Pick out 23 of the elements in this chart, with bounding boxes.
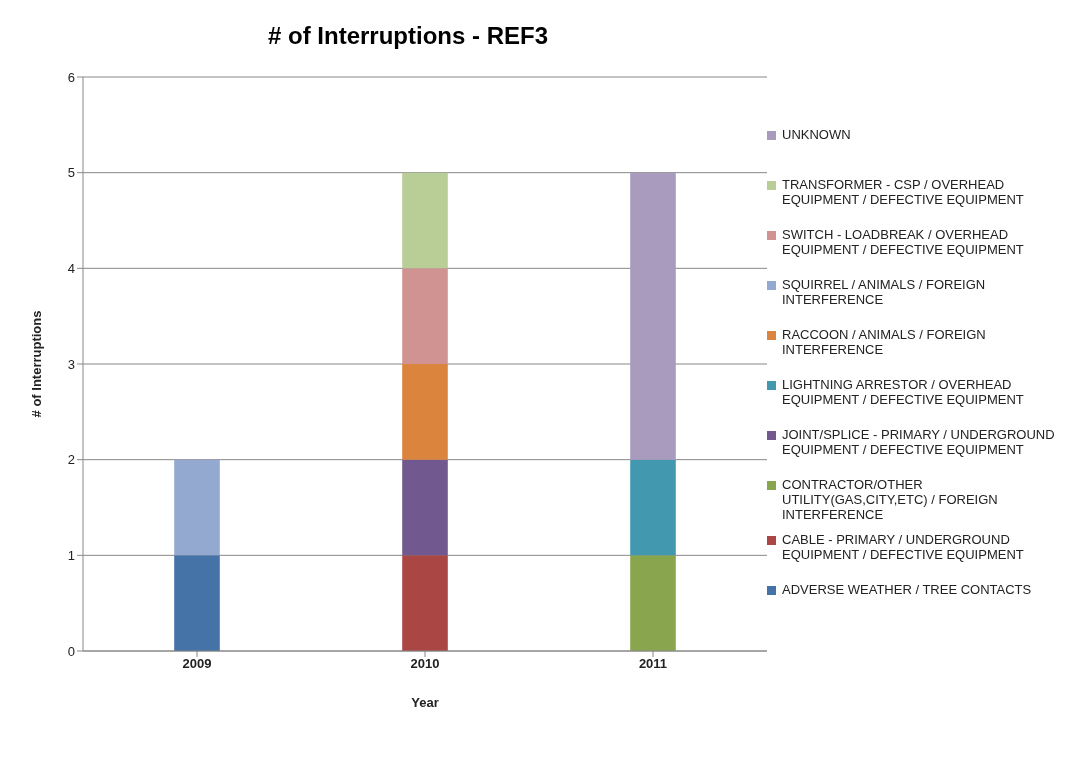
legend-label: RACCOON / ANIMALS / FOREIGN INTERFERENCE [782,327,987,357]
legend-label: JOINT/SPLICE - PRIMARY / UNDERGROUND EQUIPMENT / DEFECTIVE EQUIPMENT [782,427,1056,457]
legend-label: TRANSFORMER - CSP / OVERHEAD EQUIPMENT / DEFECTIVE EQUIPMENT [782,177,1025,207]
y-tick-label: 2 [67,452,75,468]
x-axis-title: Year [411,695,439,710]
chart-title: # of Interruptions - REF3 [267,22,549,50]
legend-label: LIGHTNING ARRESTOR / OVERHEAD EQUIPMENT / DEFECTIVE EQUIPMENT [782,377,1025,407]
y-tick-label: 5 [67,165,75,181]
x-tick-label: 2010 [410,656,440,672]
legend-label: ADVERSE WEATHER / TREE CONTACTS [782,582,1032,597]
y-tick-label: 4 [67,260,75,276]
legend-label: CONTRACTOR/OTHER UTILITY(GAS,CITY,ETC) / FOREIGN INTERFERENCE [782,477,999,522]
y-tick-label: 6 [67,69,75,85]
legend-label: CABLE - PRIMARY / UNDERGROUND EQUIPMENT / DEFECTIVE EQUIPMENT [782,532,1025,562]
legend-label: SQUIRREL / ANIMALS / FOREIGN INTERFERENCE [782,277,987,307]
y-axis-title: # of Interruptions [28,310,44,418]
x-tick-label: 2011 [638,656,668,672]
x-tick-label: 2009 [182,656,212,672]
y-tick-label: 3 [67,356,75,372]
legend-label: UNKNOWN [782,127,851,142]
legend-label: SWITCH - LOADBREAK / OVERHEAD EQUIPMENT / DEFECTIVE EQUIPMENT [782,227,1025,257]
y-tick-label: 1 [67,547,75,563]
y-tick-label: 0 [67,643,75,659]
